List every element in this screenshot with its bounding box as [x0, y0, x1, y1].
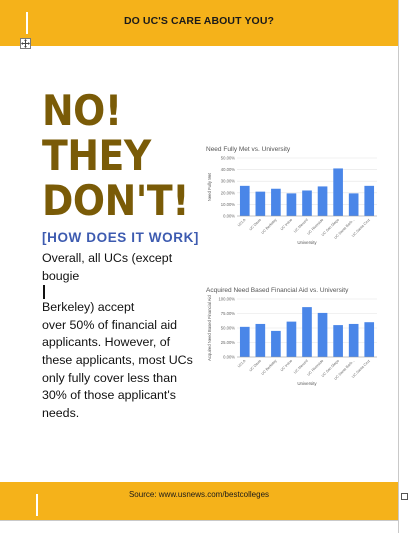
y-tick-label: 0.00% — [223, 214, 235, 219]
need-fully-met-chart[interactable]: Need Fully Met vs. University Need Fully … — [200, 142, 385, 257]
y-tick-label: 30.00% — [221, 179, 235, 184]
bar — [255, 323, 266, 357]
bar — [333, 168, 343, 216]
body-line: Overall, all UCs (except — [42, 251, 173, 265]
body-paragraph[interactable]: Overall, all UCs (except bougie Berkeley)… — [42, 250, 202, 422]
need-fully-met-chart-svg: Need Fully Met vs. University Need Fully … — [206, 146, 377, 245]
x-tick-label: UC Irvine — [280, 218, 293, 231]
x-axis-label: University — [297, 240, 317, 245]
y-tick-label: 0.00% — [223, 355, 235, 360]
x-tick-label: UC Berkeley — [261, 359, 278, 376]
page-edge-right — [398, 0, 399, 533]
bar — [239, 326, 250, 357]
bar — [239, 185, 250, 216]
bar — [348, 323, 359, 357]
x-tick-label: UC Merced — [293, 218, 309, 234]
body-line: applicants. However, of — [42, 335, 171, 350]
headline-line: DON'T! — [42, 176, 190, 225]
x-tick-label: UC Irvine — [280, 359, 293, 372]
body-word: Berkeley) accept — [42, 300, 135, 315]
bar — [271, 330, 281, 357]
y-tick-label: 100.00% — [218, 297, 235, 302]
move-handle-icon[interactable] — [20, 38, 31, 49]
body-line: over 50% of financial aid — [42, 317, 178, 332]
x-axis-label: University — [297, 381, 317, 386]
body-word: bougie — [42, 268, 80, 283]
bar — [302, 190, 312, 216]
text-caret — [43, 285, 45, 300]
bar — [302, 307, 312, 357]
financial-aid-chart-svg: Acquired Need Based Financial Aid vs. Un… — [206, 287, 377, 386]
y-tick-label: 50.00% — [221, 156, 235, 161]
source-credit: Source: www.usnews.com/bestcolleges — [128, 490, 270, 499]
chart-title: Acquired Need Based Financial Aid vs. Un… — [206, 287, 349, 294]
bar — [286, 193, 297, 216]
headline: NO! THEY DON'T! — [42, 88, 195, 223]
y-tick-label: 25.00% — [221, 340, 235, 345]
page-edge-bottom — [0, 520, 398, 521]
body-line: bougie Berkeley) accept — [42, 268, 202, 317]
bar — [364, 185, 375, 216]
header-title: DO UC'S CARE ABOUT YOU? — [123, 15, 275, 27]
financial-aid-chart[interactable]: Acquired Need Based Financial Aid vs. Un… — [200, 283, 385, 398]
bar — [255, 191, 266, 216]
body-line: needs. — [42, 405, 80, 420]
resize-handle[interactable] — [401, 493, 408, 500]
x-tick-label: UC Merced — [293, 359, 309, 375]
bar — [317, 312, 328, 357]
x-tick-label: UCLA — [237, 217, 247, 227]
headline-line: THEY — [42, 131, 151, 180]
subhead: [HOW DOES IT WORK] — [42, 230, 200, 245]
y-tick-label: 50.00% — [221, 326, 235, 331]
headline-line: NO! — [42, 86, 122, 135]
header-band: DO UC'S CARE ABOUT YOU? — [0, 0, 398, 46]
body-line: 30% of those applicant's — [42, 388, 176, 403]
chart-title: Need Fully Met vs. University — [206, 146, 291, 153]
body-line: only fully cover less than — [42, 370, 177, 385]
y-tick-label: 10.00% — [221, 202, 235, 207]
text-cursor — [26, 12, 28, 34]
y-axis-label: Need Fully Met — [207, 172, 212, 201]
x-tick-label: UC Berkeley — [261, 218, 278, 235]
bar — [317, 186, 328, 216]
bar — [286, 321, 297, 357]
text-cursor — [36, 494, 38, 516]
bar — [348, 193, 359, 216]
x-tick-label: UC Davis — [248, 218, 262, 232]
bar — [333, 325, 343, 357]
y-tick-label: 75.00% — [221, 311, 235, 316]
footer-band: Source: www.usnews.com/bestcolleges — [0, 482, 398, 520]
x-tick-label: UC Davis — [248, 359, 262, 373]
x-tick-label: UCLA — [237, 358, 247, 368]
y-tick-label: 20.00% — [221, 190, 235, 195]
y-axis-label: Acquired Need Based Financial Aid — [207, 295, 212, 361]
bar — [271, 188, 281, 216]
y-tick-label: 40.00% — [221, 167, 235, 172]
bar — [364, 322, 375, 357]
body-line: these applicants, most UCs — [42, 352, 193, 367]
